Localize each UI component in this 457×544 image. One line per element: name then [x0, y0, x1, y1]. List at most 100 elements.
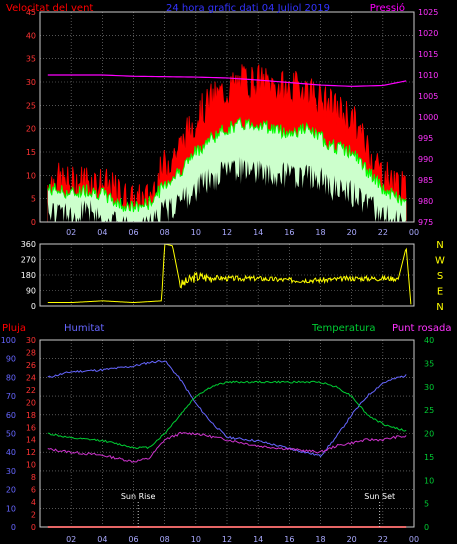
y-tick-label-right: 1015 [418, 50, 438, 59]
y-tick-label-right: 10 [424, 476, 434, 485]
direction-label: E [437, 287, 443, 298]
x-tick-label: 22 [378, 228, 388, 237]
x-tick-label: 20 [347, 228, 357, 237]
y-tick-label-left: 10 [26, 171, 36, 180]
x-tick-label: 12 [222, 535, 232, 544]
y-tick-label-humidity: 100 [1, 336, 16, 345]
y-tick-label-humidity: 70 [6, 392, 16, 401]
y-tick-label-right: 995 [418, 134, 433, 143]
y-tick-label-right: 25 [424, 406, 434, 415]
y-tick-label-temp: 30 [26, 336, 36, 345]
x-tick-label: 14 [253, 535, 263, 544]
y-tick-label-temp: 16 [26, 423, 36, 432]
x-tick-label: 18 [315, 535, 325, 544]
y-tick-label-left: 35 [26, 55, 36, 64]
direction-label: N [436, 302, 443, 313]
y-tick-label-right: 980 [418, 197, 433, 206]
y-tick-label-humidity: 80 [6, 373, 16, 382]
x-tick-label: 02 [66, 535, 76, 544]
x-tick-label: 06 [128, 535, 138, 544]
y-tick-label-temp: 14 [26, 436, 36, 445]
y-tick-label-humidity: 40 [6, 448, 16, 457]
y-tick-label-left: 360 [21, 240, 36, 249]
x-tick-label: 14 [253, 228, 263, 237]
sunrise-label: Sun Rise [121, 492, 156, 501]
x-tick-label: 08 [160, 535, 170, 544]
y-tick-label-right: 1010 [418, 71, 438, 80]
plot-frame [39, 243, 415, 307]
series-humidity [47, 360, 407, 458]
y-tick-label-right: 20 [424, 430, 434, 439]
y-tick-label-right: 40 [424, 336, 434, 345]
series-dew_point [47, 431, 407, 463]
plot-frame [39, 339, 415, 528]
sunset-label: Sun Set [364, 492, 395, 501]
x-tick-label: 04 [97, 535, 107, 544]
x-tick-label: 04 [97, 228, 107, 237]
wind-speed-title: Velocitat del vent [6, 3, 93, 14]
x-tick-label: 10 [191, 228, 201, 237]
x-tick-label: 02 [66, 228, 76, 237]
direction-label: S [437, 271, 443, 282]
x-tick-label: 10 [191, 535, 201, 544]
y-tick-label-right: 5 [424, 500, 429, 509]
y-tick-label-left: 40 [26, 31, 36, 40]
series-temperature [47, 380, 407, 450]
y-tick-label-temp: 12 [26, 448, 36, 457]
y-tick-label-humidity: 50 [6, 430, 16, 439]
y-tick-label-temp: 18 [26, 411, 36, 420]
x-tick-label: 12 [222, 228, 232, 237]
series-minimum [47, 156, 407, 222]
y-tick-label-temp: 0 [31, 523, 36, 532]
y-tick-label-right: 975 [418, 218, 433, 227]
y-tick-label-left: 30 [26, 78, 36, 87]
y-tick-label-humidity: 20 [6, 486, 16, 495]
y-tick-label-left: 90 [26, 287, 36, 296]
x-tick-label: 00 [409, 535, 419, 544]
y-tick-label-humidity: 0 [11, 523, 16, 532]
y-tick-label-temp: 24 [26, 373, 36, 382]
y-tick-label-temp: 10 [26, 461, 36, 470]
y-tick-label-left: 0 [31, 302, 36, 311]
series-average [47, 116, 407, 213]
pressure-title: Pressió [370, 2, 405, 14]
y-tick-label-temp: 8 [31, 473, 36, 482]
legend-temperature: Temperatura [311, 323, 376, 334]
legend-rain: Pluja [2, 323, 26, 334]
x-tick-label: 16 [284, 535, 294, 544]
y-tick-label-left: 20 [26, 125, 36, 134]
y-tick-label-right: 990 [418, 155, 433, 164]
y-tick-label-temp: 20 [26, 398, 36, 407]
y-tick-label-right: 1025 [418, 8, 438, 17]
y-tick-label-right: 1000 [418, 113, 438, 122]
y-tick-label-right: 30 [424, 383, 434, 392]
y-tick-label-humidity: 30 [6, 467, 16, 476]
y-tick-label-right: 1005 [418, 92, 438, 101]
y-tick-label-left: 45 [26, 8, 36, 17]
y-tick-label-temp: 2 [31, 511, 36, 520]
legend-dew-point: Punt rosada [392, 323, 451, 334]
y-tick-label-temp: 22 [26, 386, 36, 395]
y-tick-label-humidity: 90 [6, 355, 16, 364]
x-tick-label: 20 [347, 535, 357, 544]
y-tick-label-left: 270 [21, 256, 36, 265]
x-tick-label: 06 [128, 228, 138, 237]
y-tick-label-temp: 6 [31, 486, 36, 495]
plot-frame [39, 11, 415, 223]
direction-label: N [436, 240, 443, 251]
x-tick-label: 22 [378, 535, 388, 544]
y-tick-label-temp: 28 [26, 348, 36, 357]
y-tick-label-right: 35 [424, 359, 434, 368]
y-tick-label-left: 0 [31, 218, 36, 227]
y-tick-label-left: 25 [26, 101, 36, 110]
chart-title: 24 hora grafic dati 04 Juliol 2019 [166, 3, 330, 14]
y-tick-label-left: 5 [31, 195, 36, 204]
y-tick-label-left: 15 [26, 148, 36, 157]
x-tick-label: 16 [284, 228, 294, 237]
y-tick-label-right: 1020 [418, 29, 438, 38]
series-wind-direction [47, 243, 412, 305]
y-tick-label-temp: 26 [26, 361, 36, 370]
y-tick-label-right: 0 [424, 523, 429, 532]
y-tick-label-left: 180 [21, 271, 36, 280]
